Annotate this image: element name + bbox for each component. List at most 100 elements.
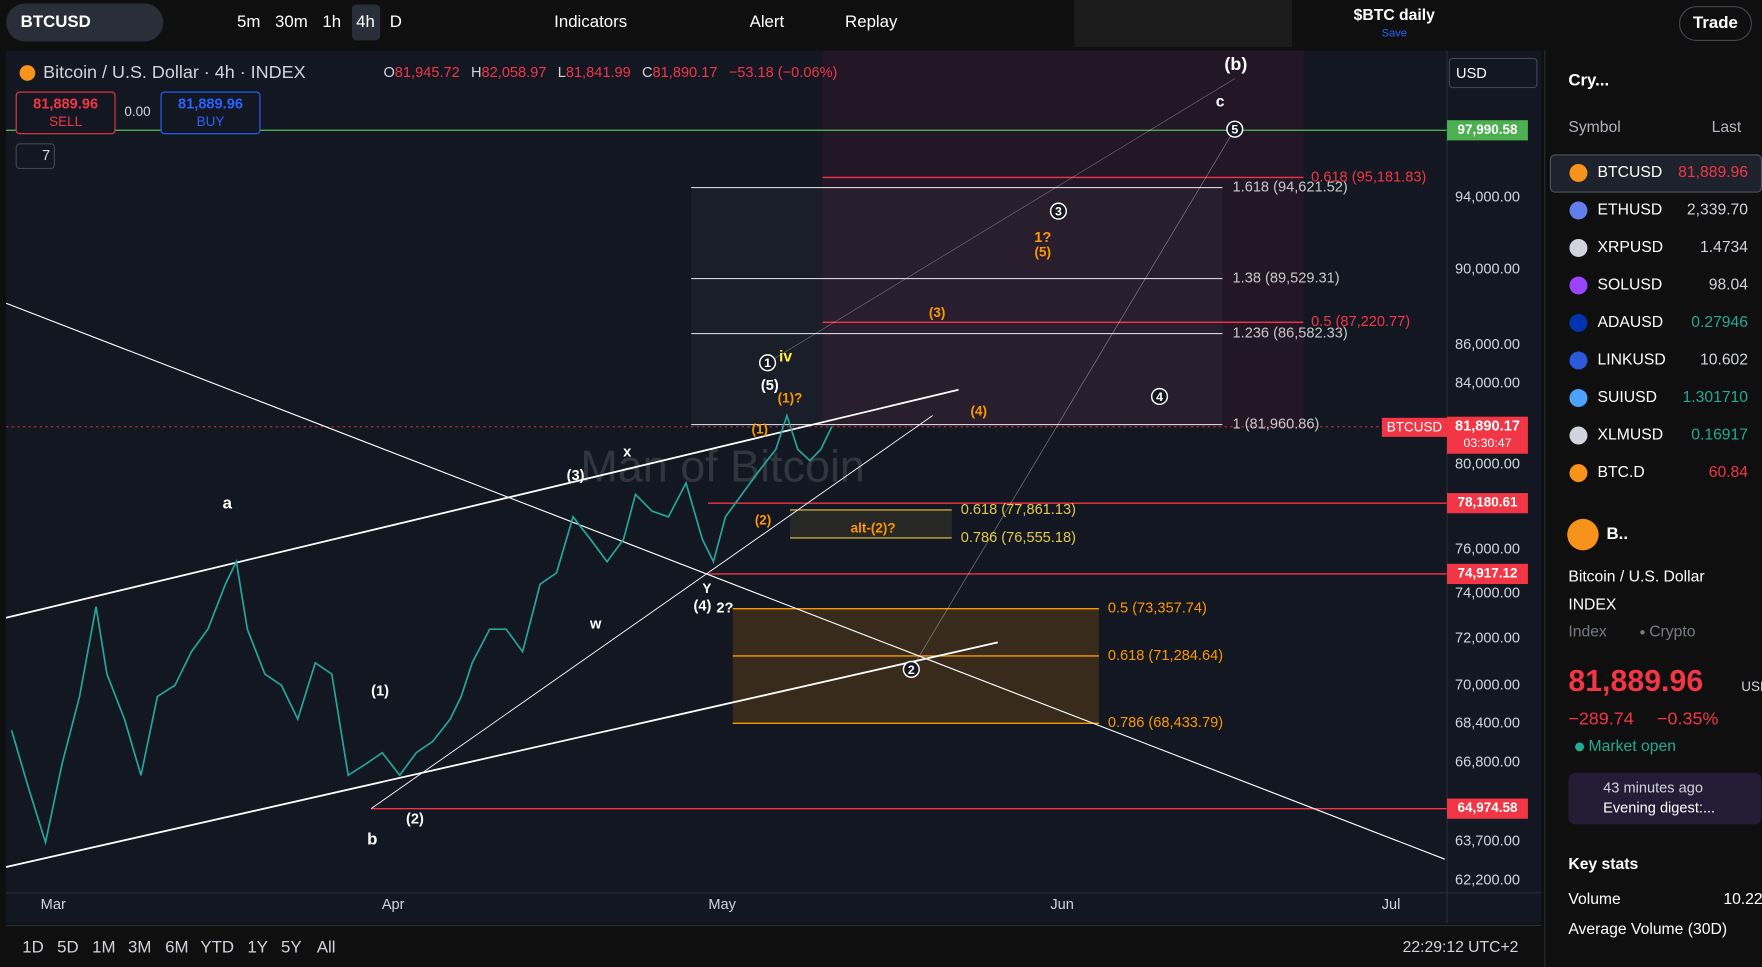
sell-label: SELL: [49, 114, 82, 129]
fib-label: 1.618 (94,621.52): [1233, 179, 1348, 195]
wave-label: 2: [908, 663, 915, 677]
fib-lines: [691, 186, 1223, 426]
wave-path: [911, 129, 1236, 670]
y-tick-label: 70,000.00: [1455, 677, 1520, 693]
save: Save: [1381, 28, 1407, 40]
watchlist-panel: [1548, 50, 1762, 492]
price-tag-label: 97,990.58: [1458, 122, 1518, 137]
buy-button[interactable]: [160, 91, 261, 135]
detail-change: −289.74: [1568, 709, 1633, 729]
interval-active[interactable]: [352, 4, 381, 41]
trend-line: [5, 302, 1446, 860]
price-line: [10, 412, 833, 846]
range-button[interactable]: All: [317, 937, 336, 956]
x-tick-label: May: [708, 897, 736, 913]
coin-icon: [1569, 201, 1588, 220]
interval[interactable]: 5m: [237, 12, 260, 31]
watch-symbol[interactable]: SUIUSD: [1598, 389, 1657, 406]
legend-title: Bitcoin / U.S. Dollar · 4h · INDEX: [43, 62, 305, 82]
watch-symbol[interactable]: BTC.D: [1598, 464, 1645, 481]
ohlc-key: H: [471, 65, 482, 81]
sell-button[interactable]: [15, 91, 116, 135]
ohlc-key: C: [642, 65, 653, 81]
y-tick-label: 76,000.00: [1455, 541, 1520, 557]
watch-symbol[interactable]: ADAUSD: [1598, 314, 1664, 331]
range-button[interactable]: 6M: [165, 937, 188, 956]
wave-label: (2): [755, 513, 771, 528]
watchlist-name: Cry...: [1568, 70, 1609, 89]
y-tick-label: 90,000.00: [1455, 262, 1520, 278]
watch-symbol[interactable]: LINKUSD: [1598, 352, 1666, 369]
watch-symbol[interactable]: ETHUSD: [1598, 202, 1663, 219]
fib-label: 1.236 (86,582.33): [1233, 325, 1348, 341]
column-header: Last: [1712, 119, 1742, 136]
fib-zone: [790, 509, 952, 538]
range-button[interactable]: YTD: [200, 937, 234, 956]
ohlc: O81,945.72 H82,058.97 L81,841.99 C81,890.17…: [383, 65, 837, 81]
wave-label: (1): [751, 422, 767, 437]
news-box[interactable]: [1568, 772, 1762, 825]
y-tick-label: 72,000.00: [1455, 631, 1520, 647]
wave-label: w: [589, 616, 602, 632]
range-button[interactable]: 1M: [92, 937, 115, 956]
last-price: 81,890.17: [1455, 419, 1520, 435]
buy-label: BUY: [197, 114, 225, 129]
wave-label: 1: [764, 356, 771, 370]
interval[interactable]: 1h: [322, 12, 341, 31]
wave-label: (3): [567, 468, 585, 484]
trade-button[interactable]: [1678, 6, 1752, 41]
wave-path: [767, 78, 1235, 364]
watch-symbol[interactable]: XRPUSD: [1598, 239, 1664, 256]
wave-label: (2): [406, 812, 424, 828]
range-button[interactable]: 5D: [57, 937, 79, 956]
watch-symbol[interactable]: XLMUSD: [1598, 427, 1664, 444]
fib-lines: [790, 509, 952, 539]
range-button[interactable]: 3M: [128, 937, 151, 956]
price-tag-label: 64,974.58: [1458, 800, 1518, 815]
range-button[interactable]: 1D: [22, 937, 44, 956]
interval[interactable]: 30m: [275, 12, 308, 31]
interval[interactable]: D: [390, 12, 402, 31]
symbol-tag-label: BTCUSD: [1387, 419, 1443, 434]
y-tick-label: 66,800.00: [1455, 755, 1520, 771]
layout-name: $BTC daily: [1354, 7, 1435, 24]
price-tag: [1447, 798, 1528, 819]
range-button[interactable]: 5Y: [281, 937, 302, 956]
symbol-box[interactable]: [6, 3, 164, 42]
price-tag-label: 78,180.61: [1458, 495, 1518, 510]
price-tag-label: 74,917.12: [1458, 565, 1518, 580]
wave-label: (5): [1034, 244, 1050, 259]
stat-label: Volume: [1568, 891, 1621, 908]
symbol[interactable]: BTCUSD: [21, 12, 91, 31]
range-button[interactable]: 1Y: [247, 937, 268, 956]
fib-label: 1 (81,960.86): [1233, 416, 1320, 432]
wave-label: iv: [779, 348, 792, 365]
price-tag: [1447, 120, 1528, 141]
y-tick-label: 74,000.00: [1455, 585, 1520, 601]
x-tick-label: Apr: [382, 897, 405, 913]
indicator-toggle[interactable]: [15, 143, 55, 170]
currency-select[interactable]: [1448, 57, 1538, 89]
ohlc-value: 81,890.17: [653, 65, 718, 81]
content: Man of Bitcoin 62,200.00 63,700.00 66,800.0…: [10, 7, 1762, 956]
sell-price: 81,889.96: [33, 96, 98, 112]
news-title: Evening digest:...: [1603, 801, 1715, 817]
wave-label: 3: [1055, 205, 1062, 219]
watch-symbol[interactable]: BTCUSD: [1598, 164, 1663, 181]
wave-label: 4: [1156, 390, 1163, 404]
wave-label: 2?: [716, 601, 733, 617]
wave-circle: [902, 660, 920, 678]
toolbar-button[interactable]: Alert: [750, 12, 785, 31]
watch-symbol[interactable]: SOLUSD: [1598, 277, 1663, 294]
fib-label: 0.5 (73,357.74): [1108, 601, 1207, 617]
trade[interactable]: Trade: [1693, 13, 1738, 32]
wave-label: (b): [1224, 54, 1247, 74]
coin-icon: [1569, 351, 1588, 370]
wave-circle: [1049, 202, 1068, 220]
wave-label: 5: [1231, 123, 1238, 137]
wave-label: 1?: [1034, 230, 1051, 246]
interval[interactable]: 4h: [356, 12, 375, 31]
toolbar-button[interactable]: Indicators: [554, 12, 627, 31]
toolbar-button[interactable]: Replay: [845, 12, 898, 31]
